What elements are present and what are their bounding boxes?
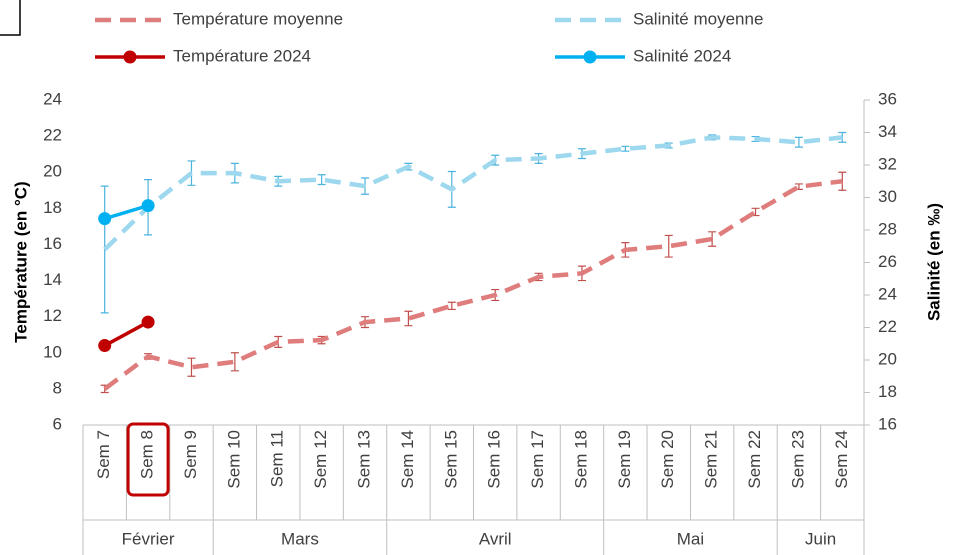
series-line (103, 320, 149, 348)
month-label: Juin (805, 529, 836, 548)
x-tick-label: Sem 24 (832, 430, 851, 489)
error-bar (621, 145, 630, 152)
month-label: Mars (281, 529, 319, 548)
series-line (104, 203, 149, 221)
x-tick-label: Sem 12 (311, 430, 330, 489)
error-bar (664, 234, 673, 258)
y-tick-label: 14 (43, 270, 62, 289)
series-marker (141, 199, 155, 213)
y2-tick-label: 20 (878, 349, 897, 368)
y-tick-label: 8 (53, 378, 62, 397)
x-tick-label: Sem 9 (181, 430, 200, 479)
error-bar (447, 301, 456, 311)
series-line (103, 135, 843, 252)
series-marker (98, 339, 112, 353)
error-bar (838, 171, 847, 191)
x-tick-label: Sem 22 (745, 430, 764, 489)
x-tick-label: Sem 10 (224, 430, 243, 489)
y2-axis-title: Salinité (en ‰) (924, 203, 943, 321)
highlight-box (126, 422, 170, 497)
error-bar (708, 231, 717, 247)
y-tick-label: 16 (43, 234, 62, 253)
legend-marker (583, 50, 597, 64)
month-label: Février (122, 529, 175, 548)
legend-label: Salinité moyenne (633, 9, 763, 28)
y2-tick-label: 36 (878, 89, 897, 108)
x-tick-label: Sem 15 (441, 430, 460, 489)
series-marker (98, 212, 112, 226)
x-tick-label: Sem 11 (268, 430, 287, 487)
x-tick-label: Sem 14 (398, 430, 417, 489)
y-tick-label: 22 (43, 126, 62, 145)
y2-tick-label: 16 (878, 414, 897, 433)
x-tick-label: Sem 13 (355, 430, 374, 489)
y-tick-label: 18 (43, 198, 62, 217)
y-tick-label: 6 (53, 414, 62, 433)
y2-tick-label: 34 (878, 122, 897, 141)
y2-tick-label: 24 (878, 284, 897, 303)
y2-tick-label: 26 (878, 252, 897, 271)
legend-label: Température moyenne (173, 9, 343, 28)
series-marker (141, 315, 155, 329)
y-tick-label: 20 (43, 162, 62, 181)
frame-corner (0, 0, 21, 36)
error-bar (100, 185, 109, 314)
x-tick-label: Sem 21 (702, 430, 721, 489)
legend-marker (123, 50, 137, 64)
month-label: Avril (479, 529, 512, 548)
x-tick-label: Sem 16 (485, 430, 504, 489)
error-bar (187, 357, 196, 377)
error-bar (404, 310, 413, 327)
y2-tick-label: 32 (878, 154, 897, 173)
y2-tick-label: 30 (878, 187, 897, 206)
legend-label: Température 2024 (173, 46, 311, 65)
x-tick-label: Sem 17 (528, 430, 547, 489)
y-tick-label: 12 (43, 306, 62, 325)
error-bar (794, 136, 803, 148)
y2-tick-label: 18 (878, 382, 897, 401)
month-label: Mai (677, 529, 704, 548)
error-bar (838, 131, 847, 143)
y2-tick-label: 28 (878, 219, 897, 238)
x-tick-label: Sem 18 (571, 430, 590, 489)
y-axis-title: Température (en °C) (11, 181, 30, 342)
y2-tick-label: 22 (878, 317, 897, 336)
y-tick-label: 24 (43, 89, 62, 108)
x-tick-label: Sem 8 (138, 430, 157, 479)
error-bar (230, 352, 239, 372)
y-tick-label: 10 (43, 342, 62, 361)
legend-label: Salinité 2024 (633, 46, 731, 65)
error-bar (317, 174, 326, 186)
series-line (103, 179, 843, 391)
x-tick-label: Sem 23 (788, 430, 807, 489)
x-tick-label: Sem 20 (658, 430, 677, 489)
x-tick-label: Sem 19 (615, 430, 634, 489)
x-tick-label: Sem 7 (94, 430, 113, 479)
